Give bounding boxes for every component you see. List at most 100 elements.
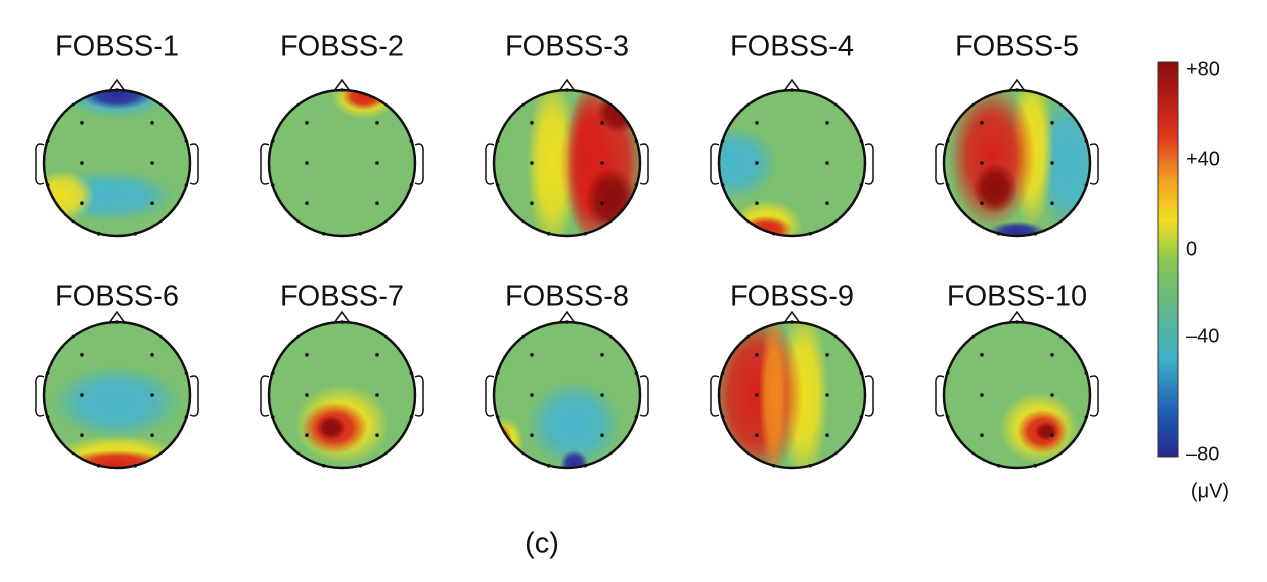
activity — [44, 170, 96, 222]
activity — [526, 380, 622, 468]
ear — [414, 143, 424, 185]
nose — [333, 78, 351, 92]
scalp — [269, 90, 415, 236]
ear — [485, 143, 495, 185]
activity — [973, 163, 1017, 215]
electrode — [600, 353, 604, 357]
electrode — [825, 161, 829, 165]
activity — [342, 90, 386, 111]
electrode — [530, 121, 534, 125]
ear — [485, 375, 495, 417]
electrode — [150, 353, 154, 357]
head-outline — [42, 88, 192, 238]
map-title: FOBSS-10 — [947, 281, 1087, 313]
scalp — [719, 90, 865, 236]
activity — [494, 424, 513, 461]
electrode — [1050, 393, 1054, 397]
ear — [260, 143, 270, 185]
ear — [639, 143, 649, 185]
electrode — [150, 121, 154, 125]
ear — [35, 375, 45, 417]
electrode — [80, 393, 84, 397]
electrode — [1050, 353, 1054, 357]
head-outline — [942, 88, 1092, 238]
nose — [108, 78, 126, 92]
activity — [80, 90, 154, 110]
ear — [864, 375, 874, 417]
electrode — [980, 201, 984, 205]
electrode — [755, 161, 759, 165]
ear — [260, 375, 270, 417]
electrode — [1050, 161, 1054, 165]
electrode — [755, 433, 759, 437]
electrode — [980, 161, 984, 165]
electrode — [980, 433, 984, 437]
topomap — [710, 78, 874, 238]
colorbar-unit: (μV) — [1191, 480, 1229, 502]
colorbar-tick-label: 0 — [1186, 238, 1197, 260]
caption: (c) — [525, 528, 559, 560]
electrode — [825, 353, 829, 357]
electrode — [150, 201, 154, 205]
head-outline — [267, 320, 417, 470]
electrode — [375, 121, 379, 125]
electrode — [825, 433, 829, 437]
ear — [710, 375, 720, 417]
ear — [1089, 375, 1099, 417]
electrode — [755, 121, 759, 125]
electrode — [375, 201, 379, 205]
ear — [189, 143, 199, 185]
map-title: FOBSS-4 — [730, 31, 854, 63]
electrode — [1050, 201, 1054, 205]
nose — [783, 78, 801, 92]
electrode — [755, 353, 759, 357]
nose — [1008, 310, 1026, 324]
electrode — [825, 201, 829, 205]
electrode — [305, 433, 309, 437]
activity — [494, 416, 524, 468]
colorbar — [1157, 61, 1179, 458]
activity — [526, 90, 578, 236]
activity — [719, 126, 778, 200]
electrode — [825, 121, 829, 125]
map-title: FOBSS-9 — [730, 281, 854, 313]
ear — [864, 143, 874, 185]
topomap — [935, 78, 1099, 238]
ear — [935, 143, 945, 185]
electrode — [375, 161, 379, 165]
electrode — [1050, 433, 1054, 437]
head-outline — [492, 88, 642, 238]
topomap — [710, 310, 874, 470]
map-title: FOBSS-2 — [280, 31, 404, 63]
electrode — [150, 161, 154, 165]
electrode — [600, 121, 604, 125]
colorbar-tick-label: –80 — [1186, 443, 1219, 465]
colorbar-tick-label: +80 — [1186, 58, 1220, 80]
electrode — [980, 121, 984, 125]
ear — [189, 375, 199, 417]
electrode — [375, 393, 379, 397]
nose — [333, 310, 351, 324]
head-outline — [717, 88, 867, 238]
topomap — [35, 310, 199, 470]
electrode — [600, 201, 604, 205]
nose — [558, 78, 576, 92]
map-title: FOBSS-7 — [280, 281, 404, 313]
electrode — [530, 201, 534, 205]
topomap — [260, 310, 424, 470]
electrode — [980, 393, 984, 397]
electrode — [375, 353, 379, 357]
colorbar-tick-label: –40 — [1186, 325, 1219, 347]
electrode — [80, 161, 84, 165]
map-title: FOBSS-6 — [55, 281, 179, 313]
electrode — [1050, 121, 1054, 125]
electrode — [150, 433, 154, 437]
ear — [710, 143, 720, 185]
ear — [35, 143, 45, 185]
topomap — [935, 310, 1099, 470]
topomap — [35, 78, 199, 238]
topomap — [260, 78, 424, 238]
electrode — [980, 353, 984, 357]
map-title: FOBSS-5 — [955, 31, 1079, 63]
